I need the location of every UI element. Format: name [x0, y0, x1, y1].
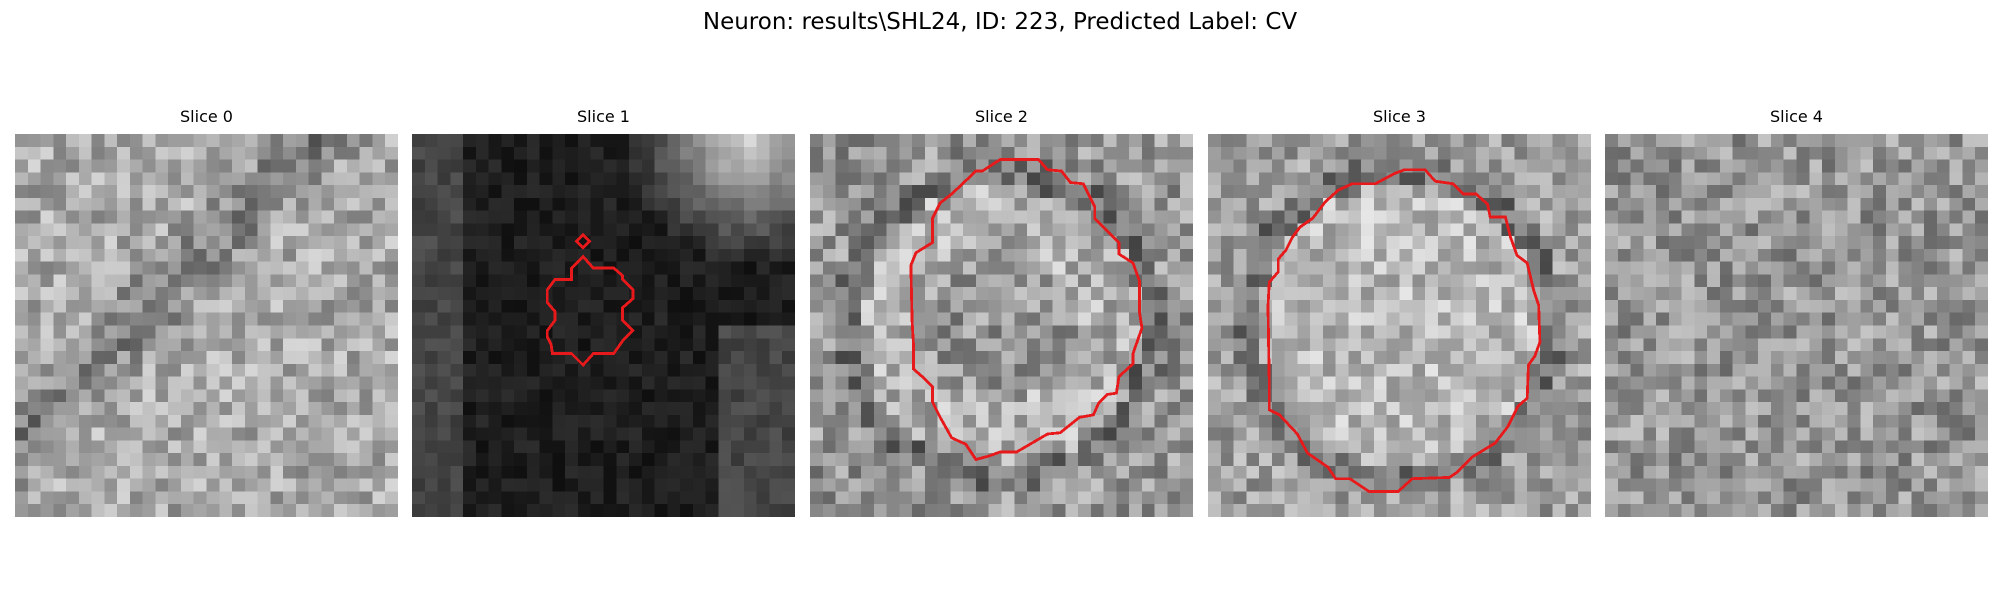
- slice-image: [810, 134, 1193, 517]
- segmentation-contour: [545, 232, 635, 368]
- panel-title: Slice 4: [1770, 107, 1823, 126]
- panel-slice-2: Slice 2: [810, 106, 1193, 518]
- panel-title: Slice 1: [577, 107, 630, 126]
- slice-image: [1605, 134, 1988, 517]
- panel-slice-3: Slice 3: [1208, 106, 1591, 518]
- panel-title: Slice 0: [180, 107, 233, 126]
- panel-slice-4: Slice 4: [1605, 106, 1988, 518]
- panel-slice-1: Slice 1: [412, 106, 795, 518]
- figure-title: Neuron: results\SHL24, ID: 223, Predicte…: [702, 9, 1298, 35]
- segmentation-contour: [909, 158, 1144, 462]
- slice-image: [1208, 134, 1591, 517]
- slice-image: [15, 134, 398, 517]
- slice-image: [412, 134, 795, 517]
- panel-title: Slice 3: [1373, 107, 1426, 126]
- panel-title: Slice 2: [975, 107, 1028, 126]
- segmentation-contour: [1266, 168, 1542, 493]
- panel-slice-0: Slice 0: [15, 106, 398, 518]
